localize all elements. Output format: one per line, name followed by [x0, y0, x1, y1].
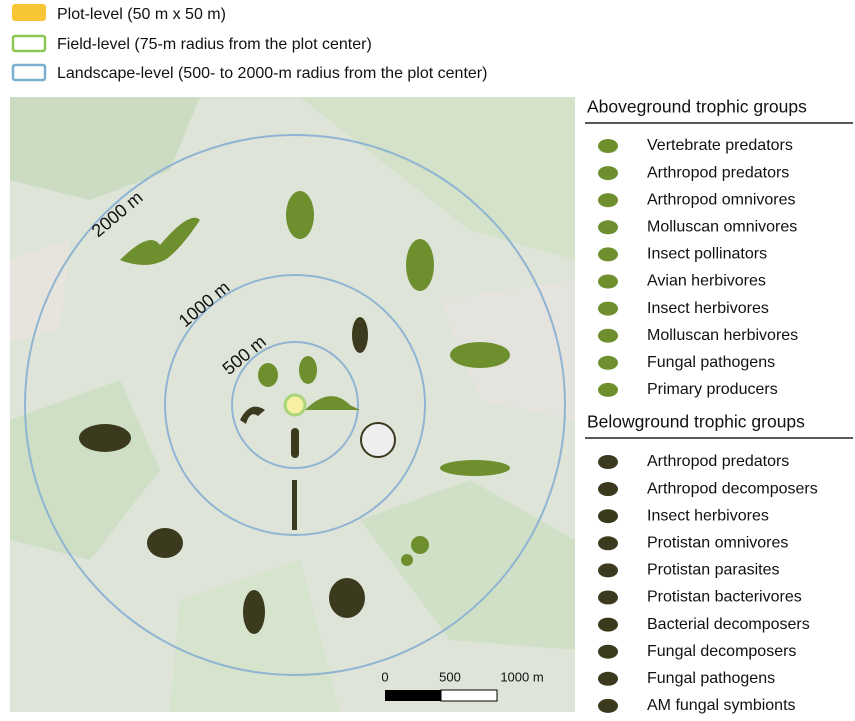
icon — [258, 363, 278, 387]
icon — [299, 356, 317, 384]
icon — [240, 406, 265, 424]
icon — [305, 396, 360, 410]
land-patch — [10, 240, 70, 340]
group-label: Fungal decomposers — [647, 643, 796, 660]
group-icon — [598, 563, 618, 578]
group-label: Fungal pathogens — [647, 354, 775, 371]
group-label: Avian herbivores — [647, 273, 766, 290]
plot-swatch — [12, 4, 46, 21]
scale-bar — [385, 690, 441, 701]
icon — [120, 217, 200, 265]
icon — [286, 191, 314, 239]
land-patch — [300, 97, 575, 260]
group-label: Protistan bacterivores — [647, 589, 802, 606]
group-icon — [598, 671, 618, 686]
group-label: Insect pollinators — [647, 246, 767, 263]
group-label: Insect herbivores — [647, 300, 769, 317]
map: 2000 m 1000 m 500 m — [10, 97, 575, 712]
icon — [360, 422, 396, 458]
group-icon — [598, 220, 618, 235]
group-label: Molluscan herbivores — [647, 327, 798, 344]
scale-label: 1000 m — [500, 669, 543, 684]
icon — [329, 578, 365, 618]
icon — [292, 480, 297, 530]
group-label: Insect herbivores — [647, 507, 769, 524]
group-label: Fungal pathogens — [647, 670, 775, 687]
group-label: Arthropod decomposers — [647, 480, 818, 497]
group-icon — [598, 166, 618, 181]
land-patch — [360, 480, 575, 650]
icon — [406, 239, 434, 291]
group-icon — [598, 590, 618, 605]
group-label: Primary producers — [647, 381, 778, 398]
group-icon — [598, 139, 618, 153]
group-label: Protistan omnivores — [647, 535, 788, 552]
land-patch — [10, 97, 200, 200]
belowground-icons — [79, 317, 396, 634]
ring-2000 — [24, 134, 566, 676]
scale-label: 0 — [381, 669, 388, 684]
group-icon — [598, 382, 618, 397]
icon — [450, 342, 510, 368]
scale-bar — [440, 689, 498, 702]
group-icon — [598, 355, 618, 370]
group-label: Arthropod predators — [647, 164, 789, 181]
group-icon — [598, 509, 618, 524]
group-icon — [598, 328, 618, 343]
field-swatch — [11, 34, 47, 53]
group-icon — [598, 301, 618, 316]
icon — [243, 590, 265, 634]
scale-label: 500 — [439, 669, 461, 684]
icon — [79, 424, 131, 452]
group-icon — [598, 482, 618, 497]
group-label: Bacterial decomposers — [647, 616, 810, 633]
icon — [291, 428, 299, 458]
aboveground-icons — [120, 191, 510, 566]
ring-500 — [231, 341, 359, 469]
group-icon — [598, 698, 618, 713]
group-icon — [598, 455, 618, 469]
group-label: Protistan parasites — [647, 562, 780, 579]
group-label: AM fungal symbionts — [647, 697, 796, 714]
panel-title: Aboveground trophic groups — [587, 97, 807, 117]
group-label: Vertebrate predators — [647, 137, 793, 154]
group-label: Arthropod omnivores — [647, 191, 796, 208]
group-icon — [598, 536, 618, 551]
panel-title: Belowground trophic groups — [587, 412, 805, 432]
legend-label: Landscape-level (500- to 2000-m radius f… — [57, 65, 487, 82]
icon — [147, 528, 183, 558]
group-icon — [598, 274, 618, 289]
landscape-swatch — [11, 63, 47, 82]
legend-label: Plot-level (50 m x 50 m) — [57, 6, 226, 23]
legend-label: Field-level (75-m radius from the plot c… — [57, 36, 372, 53]
group-icon — [598, 617, 618, 632]
group-icon — [598, 644, 618, 659]
icon — [440, 460, 510, 476]
group-icon — [598, 247, 618, 262]
icon — [401, 554, 413, 566]
icon — [352, 317, 368, 353]
plot-center — [283, 393, 307, 417]
group-icon — [598, 193, 618, 208]
group-label: Arthropod predators — [647, 453, 789, 470]
ring-1000 — [164, 274, 426, 536]
icon — [411, 536, 429, 554]
group-label: Molluscan omnivores — [647, 219, 797, 236]
